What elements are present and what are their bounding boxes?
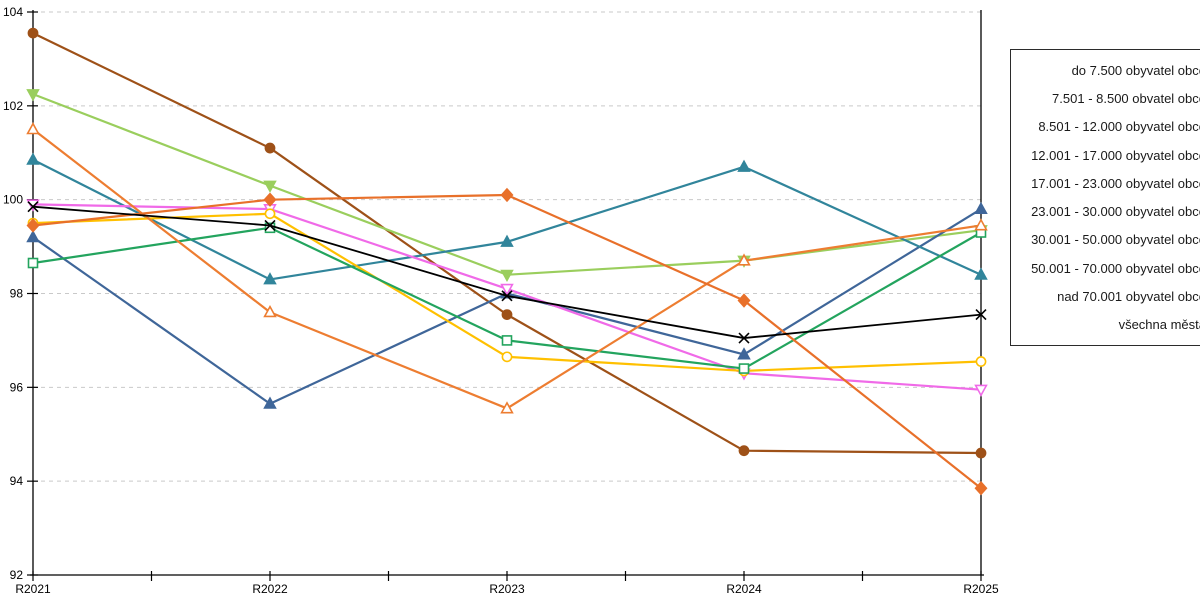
marker-triangle-up (974, 267, 988, 280)
legend-item-0: do 7.500 obyvatel obce (1071, 62, 1200, 78)
marker-triangle-up (26, 152, 40, 165)
y-tick-label: 94 (10, 474, 24, 488)
marker-circle (975, 447, 987, 459)
y-tick-label: 96 (10, 380, 24, 394)
marker-triangle-up (737, 253, 751, 266)
marker-triangle-down (26, 89, 40, 102)
x-tick-label: R2022 (252, 582, 288, 596)
legend-item-9: všechna města (1118, 317, 1200, 333)
legend: do 7.500 obyvatel obce 7.501 - 8.500 obva… (1010, 49, 1200, 346)
legend-item-3: 12.001 - 17.000 obyvatel obce (1031, 147, 1200, 163)
marker-x (264, 219, 276, 232)
legend-item-6: 30.001 - 50.000 obyvatel obce (1031, 232, 1200, 248)
marker-circle (501, 309, 513, 321)
marker-triangle-up (737, 347, 751, 360)
marker-x (27, 201, 39, 213)
marker-triangle-down (974, 384, 988, 397)
series-3-line (31, 158, 983, 281)
marker-triangle-up (500, 234, 514, 247)
legend-item-2: 8.501 - 12.000 obyvatel obce (1038, 119, 1200, 135)
marker-triangle-up (500, 401, 514, 414)
marker-diamond (737, 293, 751, 308)
marker-triangle-up (737, 159, 751, 172)
marker-triangle-down (500, 283, 514, 297)
x-tick-label: R2025 (963, 582, 999, 596)
y-tick-label: 104 (3, 5, 23, 19)
marker-triangle-up (26, 122, 40, 135)
marker-square (738, 363, 750, 374)
marker-triangle-down (263, 180, 277, 193)
marker-triangle-up (263, 305, 277, 318)
marker-triangle-up (263, 272, 277, 285)
marker-circle (264, 208, 276, 220)
marker-x (501, 290, 513, 302)
marker-triangle-up (974, 201, 988, 215)
x-tick-label: R2024 (726, 582, 762, 596)
marker-circle (27, 27, 39, 39)
marker-circle (264, 142, 276, 154)
legend-item-8: nad 70.001 obyvatel obce (1057, 289, 1200, 305)
marker-triangle-up (26, 229, 40, 243)
y-tick-label: 92 (10, 568, 24, 582)
legend-item-7: 50.001 - 70.000 obyvatel obce (1031, 260, 1200, 276)
x-tick-label: R2023 (489, 582, 525, 596)
x-tick-label: R2021 (15, 582, 51, 596)
marker-diamond (974, 481, 988, 496)
legend-item-5: 23.001 - 30.000 obyvatel obce (1031, 204, 1200, 220)
marker-x (738, 332, 750, 344)
marker-x (975, 309, 987, 321)
marker-circle (738, 445, 750, 457)
marker-triangle-down (500, 269, 514, 282)
marker-diamond (26, 218, 40, 233)
legend-item-4: 17.001 - 23.000 obyvatel obce (1031, 175, 1200, 191)
marker-diamond (500, 187, 514, 203)
y-tick-label: 100 (3, 193, 23, 207)
marker-square (264, 222, 276, 234)
marker-triangle-up (974, 218, 988, 231)
marker-triangle-up (263, 396, 277, 409)
y-tick-label: 102 (3, 99, 23, 113)
legend-item-1: 7.501 - 8.500 obvatel obce (1052, 90, 1200, 106)
marker-square (27, 257, 39, 269)
marker-diamond (263, 192, 277, 207)
marker-square (501, 335, 513, 346)
marker-circle (501, 351, 513, 363)
marker-circle (975, 356, 987, 367)
y-tick-label: 98 (10, 287, 24, 301)
